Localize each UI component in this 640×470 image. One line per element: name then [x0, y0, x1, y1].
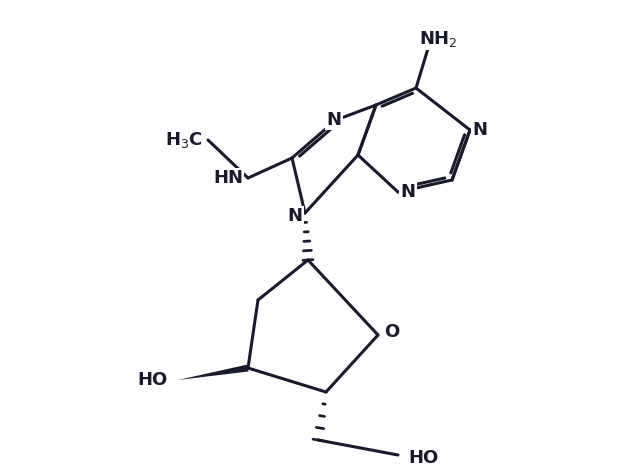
- Text: HO: HO: [138, 371, 168, 389]
- Text: NH$_2$: NH$_2$: [419, 29, 457, 49]
- Text: HN: HN: [213, 169, 243, 187]
- Text: N: N: [472, 121, 488, 139]
- Text: N: N: [287, 207, 303, 225]
- Polygon shape: [178, 365, 248, 380]
- Text: H$_3$C: H$_3$C: [165, 130, 203, 150]
- Text: N: N: [401, 183, 415, 201]
- Text: N: N: [326, 111, 342, 129]
- Text: O: O: [385, 323, 399, 341]
- Text: HO: HO: [408, 449, 438, 467]
